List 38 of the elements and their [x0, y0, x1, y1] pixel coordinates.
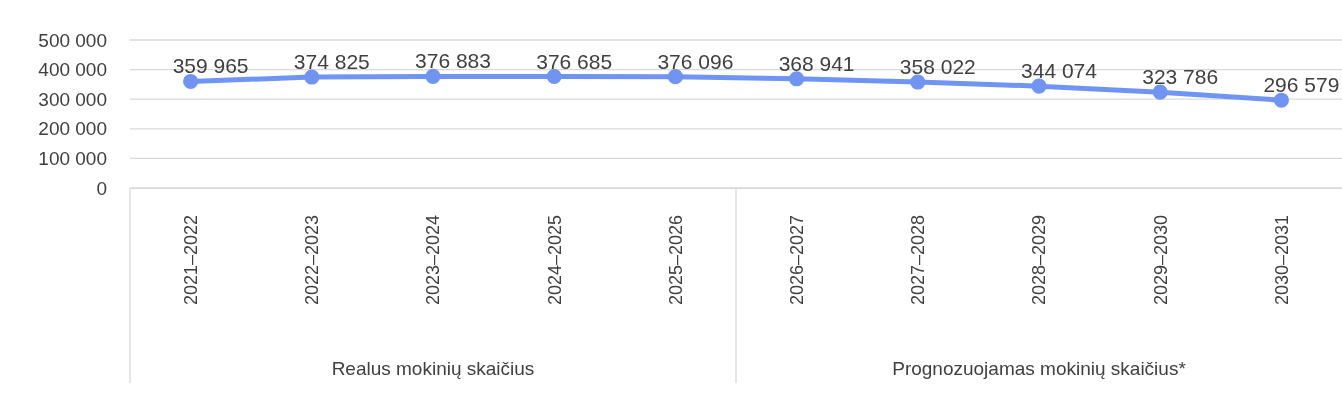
data-label: 376 096 — [657, 49, 734, 73]
y-tick-label: 100 000 — [38, 147, 107, 169]
data-label: 376 883 — [415, 49, 491, 73]
data-label: 368 941 — [778, 51, 855, 75]
y-tick-label: 400 000 — [38, 59, 107, 81]
text: Realus mokinių skaičius — [331, 358, 535, 379]
point — [183, 73, 199, 89]
x-tick-label: 2023–2024 — [423, 214, 444, 306]
y-tick-label: 0 — [96, 177, 107, 199]
point — [789, 71, 805, 87]
data-label: 376 685 — [536, 49, 613, 73]
x-tick-label: 2027–2028 — [908, 214, 929, 306]
x-tick-label: 2024–2025 — [544, 214, 565, 306]
y-tick-label: 200 000 — [38, 118, 107, 140]
data-label: 359 965 — [172, 54, 249, 78]
x-tick-label: 2022–2023 — [302, 214, 323, 306]
data-label: 344 074 — [1021, 59, 1098, 83]
point — [667, 69, 683, 85]
x-tick-label: 2030–2031 — [1271, 214, 1292, 306]
text: Prognozuojamas mokinių skaičius* — [892, 358, 1187, 379]
data-label: 296 579 — [1263, 73, 1340, 97]
data-label: 323 786 — [1142, 65, 1219, 89]
x-tick-label: 2029–2030 — [1150, 214, 1171, 306]
point — [1152, 84, 1168, 100]
point — [1031, 78, 1047, 94]
data-label: 374 825 — [293, 50, 370, 74]
point — [425, 68, 441, 84]
point — [546, 68, 562, 85]
y-tick-label: 500 000 — [38, 29, 107, 51]
x-tick-label: 2028–2029 — [1029, 214, 1050, 306]
x-tick-label: 2026–2027 — [786, 214, 807, 306]
point — [1273, 92, 1289, 108]
point — [910, 74, 926, 90]
x-tick-label: 2021–2022 — [180, 214, 201, 306]
data-label: 358 022 — [899, 55, 976, 79]
x-tick-label: 2025–2026 — [665, 214, 686, 306]
y-tick-label: 300 000 — [38, 88, 107, 110]
point — [304, 69, 320, 85]
